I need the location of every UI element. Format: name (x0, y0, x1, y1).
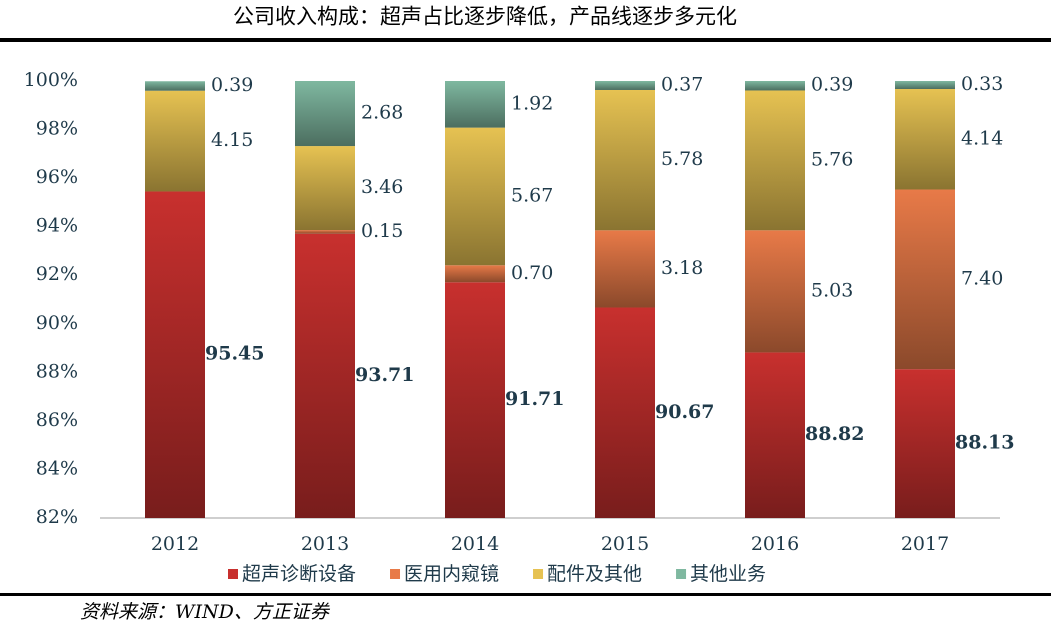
data-label: 5.67 (511, 184, 553, 206)
legend-label: 配件及其他 (547, 563, 642, 585)
x-tick-label: 2013 (301, 533, 349, 555)
x-tick-label: 2016 (751, 533, 799, 555)
bar-segment (745, 230, 805, 353)
x-tick-label: 2017 (901, 533, 949, 555)
legend-label: 其他业务 (690, 563, 766, 585)
y-tick-label: 82% (36, 506, 78, 528)
bar-segment (595, 307, 655, 518)
bar-segment (145, 81, 205, 91)
data-label: 3.18 (661, 257, 703, 279)
legend-swatch (228, 569, 238, 579)
x-tick-label: 2015 (601, 533, 649, 555)
top-rule (0, 38, 1051, 42)
data-label: 3.46 (361, 176, 403, 198)
bar-segment (445, 265, 505, 283)
data-label: 88.13 (955, 432, 1015, 454)
bar-segment (895, 81, 955, 90)
bar-segment (745, 90, 805, 231)
y-tick-label: 94% (36, 215, 78, 237)
y-tick-label: 88% (36, 360, 78, 382)
legend-label: 医用内窥镜 (404, 563, 499, 585)
bar-segment (595, 89, 655, 231)
data-label: 4.14 (961, 127, 1003, 149)
bar-segment (445, 127, 505, 266)
data-label: 93.71 (355, 364, 415, 386)
data-label: 0.37 (661, 73, 703, 95)
bar-segment (295, 230, 355, 234)
y-tick-label: 98% (36, 118, 78, 140)
y-tick-label: 86% (36, 409, 78, 431)
data-label: 4.15 (211, 129, 253, 151)
legend-swatch (676, 569, 687, 579)
data-label: 0.33 (961, 73, 1003, 95)
bar-segment (595, 81, 655, 90)
bar-segment (295, 81, 355, 147)
bar-segment (745, 352, 805, 518)
bar-segment (895, 89, 955, 190)
data-label: 95.45 (205, 343, 265, 365)
bar-segment (745, 81, 805, 91)
data-label: 1.92 (511, 92, 553, 114)
source: 资料来源：WIND、方正证券 (80, 601, 331, 623)
x-tick-label: 2012 (151, 533, 199, 555)
chart-title: 公司收入构成：超声占比逐步降低，产品线逐步多元化 (233, 5, 737, 29)
data-label: 5.03 (811, 279, 853, 301)
bar-segment (895, 189, 955, 370)
data-label: 0.39 (811, 74, 853, 96)
bar-segment (145, 191, 205, 519)
data-label: 2.68 (361, 102, 403, 124)
legend-swatch (533, 569, 544, 579)
bar-segment (445, 282, 505, 518)
data-label: 0.39 (211, 74, 253, 96)
data-label: 90.67 (655, 401, 715, 423)
y-tick-label: 100% (24, 69, 78, 91)
data-label: 5.76 (811, 148, 853, 170)
legend-swatch (390, 569, 401, 579)
data-label: 7.40 (961, 267, 1003, 289)
data-label: 91.71 (505, 388, 565, 410)
bar-segment (295, 233, 355, 519)
bar-segment (445, 81, 505, 128)
data-label: 0.15 (361, 220, 403, 242)
x-tick-label: 2014 (451, 533, 499, 555)
bar-segment (295, 146, 355, 231)
y-tick-label: 96% (36, 166, 78, 188)
y-tick-label: 92% (36, 263, 78, 285)
bar-segment (595, 230, 655, 308)
data-label: 88.82 (805, 423, 865, 445)
bottom-rule (0, 593, 1051, 596)
y-tick-label: 90% (36, 312, 78, 334)
bar-segment (895, 369, 955, 518)
data-label: 0.70 (511, 262, 553, 284)
y-tick-label: 84% (36, 457, 78, 479)
bar-segment (145, 90, 205, 192)
data-label: 5.78 (661, 148, 703, 170)
legend-label: 超声诊断设备 (242, 563, 356, 585)
